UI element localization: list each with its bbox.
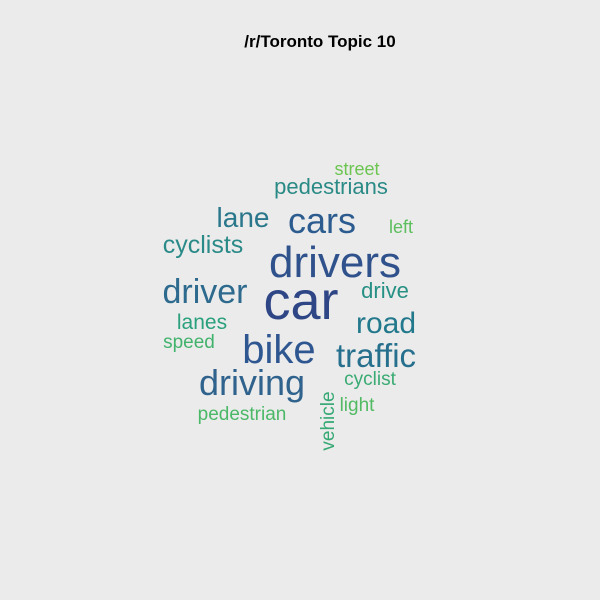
word-cyclists: cyclists bbox=[163, 231, 244, 259]
word-pedestrian: pedestrian bbox=[198, 404, 287, 425]
word-driving: driving bbox=[199, 362, 305, 403]
word-speed: speed bbox=[163, 332, 215, 353]
word-car: car bbox=[263, 271, 338, 331]
word-light: light bbox=[340, 395, 376, 416]
chart-title: /r/Toronto Topic 10 bbox=[244, 32, 396, 51]
word-road: road bbox=[356, 307, 416, 340]
word-traffic: traffic bbox=[336, 337, 416, 374]
word-cars: cars bbox=[288, 200, 356, 241]
word-vehicle: vehicle bbox=[318, 391, 339, 450]
word-bike: bike bbox=[242, 328, 315, 372]
word-left: left bbox=[389, 217, 413, 237]
word-drive: drive bbox=[361, 278, 409, 303]
word-street: street bbox=[334, 159, 379, 179]
word-driver: driver bbox=[162, 273, 247, 311]
word-drivers: drivers bbox=[269, 238, 401, 287]
word-lane: lane bbox=[217, 202, 270, 233]
word-cyclist: cyclist bbox=[344, 369, 396, 390]
word-pedestrians: pedestrians bbox=[274, 174, 388, 199]
word-lanes: lanes bbox=[177, 311, 227, 334]
